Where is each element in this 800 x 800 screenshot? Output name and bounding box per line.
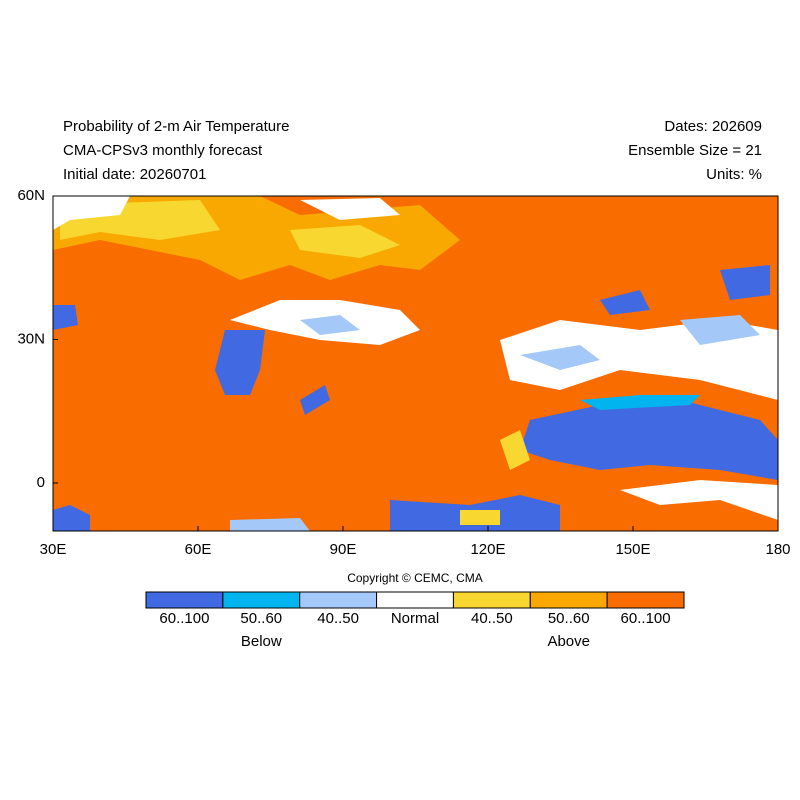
header-left-line: CMA-CPSv3 monthly forecast	[63, 142, 263, 159]
lat-label: 30N	[17, 330, 45, 347]
legend-swatch	[529, 591, 608, 609]
legend-swatch	[222, 591, 301, 609]
legend-label: Normal	[391, 610, 439, 627]
legend-label: 40..50	[471, 610, 513, 627]
header-left-line: Initial date: 20260701	[63, 166, 206, 183]
legend-label: 60..100	[159, 610, 209, 627]
lat-label: 60N	[17, 187, 45, 204]
lat-label: 0	[37, 474, 45, 491]
lon-label: 180	[765, 541, 790, 558]
header: Probability of 2-m Air Temperature CMA-CP…	[63, 118, 762, 183]
legend-swatch	[376, 591, 454, 609]
lon-label: 150E	[615, 541, 650, 558]
axis-ticks: 30E 60E 90E 120E 150E 180 60N 30N 0	[17, 187, 790, 558]
header-right-line: Ensemble Size = 21	[628, 142, 762, 159]
lon-label: 120E	[470, 541, 505, 558]
legend-swatch	[606, 591, 685, 609]
legend-swatch	[452, 591, 531, 609]
legend: 60..100 50..60 40..50 Normal 40..50 50..60 60.…	[145, 591, 685, 650]
header-right-line: Units: %	[706, 166, 762, 183]
legend-label: 50..60	[240, 610, 282, 627]
lon-label: 90E	[330, 541, 357, 558]
lon-label: 30E	[40, 541, 67, 558]
legend-label: 60..100	[621, 610, 671, 627]
header-left-line: Probability of 2-m Air Temperature	[63, 118, 290, 135]
copyright: Copyright © CEMC, CMA	[347, 571, 483, 585]
lon-label: 60E	[185, 541, 212, 558]
legend-label: 40..50	[317, 610, 359, 627]
legend-group: Above	[547, 633, 590, 650]
legend-group: Below	[241, 633, 282, 650]
legend-swatch	[299, 591, 378, 609]
header-right-line: Dates: 202609	[664, 118, 762, 135]
map-field	[52, 195, 779, 532]
legend-label: 50..60	[548, 610, 590, 627]
legend-swatch	[145, 591, 224, 609]
